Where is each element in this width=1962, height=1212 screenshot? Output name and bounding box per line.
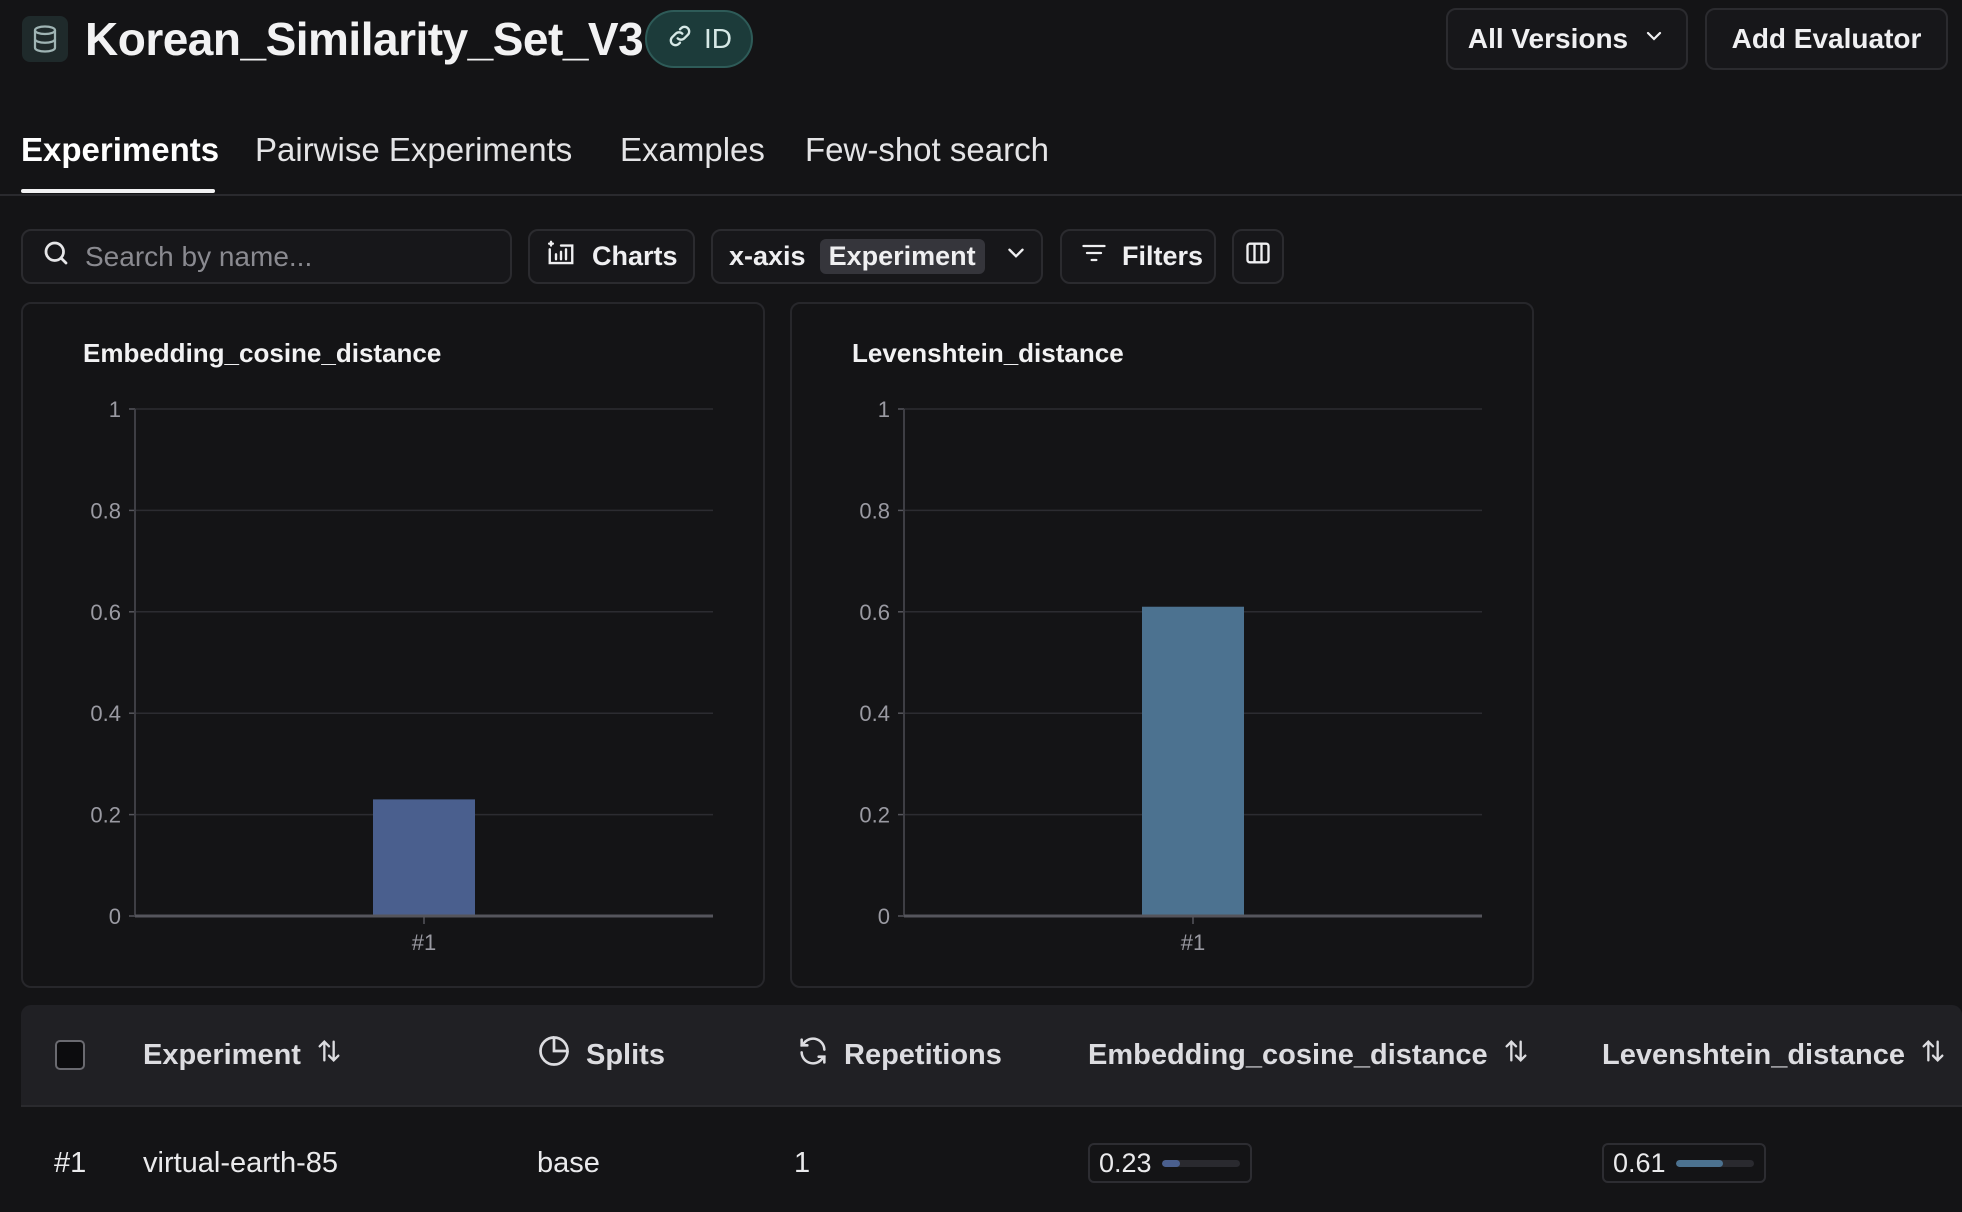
metric-bar-fill <box>1675 1159 1724 1167</box>
x-tick-label: #1 <box>1181 930 1205 955</box>
column-header-splits: Splits <box>536 1005 665 1105</box>
chart-title: Levenshtein_distance <box>852 338 1124 368</box>
bar <box>373 799 475 916</box>
chart-title: Embedding_cosine_distance <box>83 338 442 368</box>
column-label: Embedding_cosine_distance <box>1088 1038 1488 1071</box>
database-icon <box>22 16 68 62</box>
y-tick-label: 1 <box>878 397 890 422</box>
chevron-down-icon <box>1003 240 1029 273</box>
active-tab-indicator <box>21 189 215 193</box>
y-tick-label: 0.8 <box>859 498 890 523</box>
chart-embedding: 0 0.2 0.4 0.6 0.8 1 #1 <box>90 397 713 955</box>
versions-dropdown[interactable]: All Versions <box>1446 8 1688 70</box>
y-tick-label: 0.4 <box>90 701 121 726</box>
sort-icon[interactable] <box>1919 1037 1947 1073</box>
columns-button[interactable] <box>1232 229 1284 284</box>
x-axis-value: Experiment <box>819 239 985 274</box>
y-tick-label: 0.6 <box>859 600 890 625</box>
table-row[interactable]: #1 virtual-earth-85 base 1 0.23 0.61 <box>21 1105 1962 1212</box>
chart-card-embedding: Embedding_cosine_distance 0 0.2 0.4 0.6 0.8 1… <box>21 302 765 988</box>
filters-button[interactable]: Filters <box>1060 229 1216 284</box>
page-title: Korean_Similarity_Set_V3 <box>85 13 644 65</box>
page-header: Korean_Similarity_Set_V3 ID All Versions… <box>0 0 1962 80</box>
search-icon <box>41 238 71 275</box>
y-tick-label: 0.2 <box>90 803 121 828</box>
id-badge-label: ID <box>704 23 732 54</box>
y-tick-label: 0 <box>109 904 121 929</box>
column-header-embedding[interactable]: Embedding_cosine_distance <box>1088 1005 1530 1105</box>
column-header-repetitions: Repetitions <box>796 1005 1002 1105</box>
filter-icon <box>1080 239 1108 274</box>
add-evaluator-button[interactable]: Add Evaluator <box>1705 8 1948 70</box>
column-header-levenshtein[interactable]: Levenshtein_distance <box>1602 1005 1947 1105</box>
embedding-metric-cell[interactable]: 0.23 <box>1088 1107 1252 1212</box>
row-index: #1 <box>54 1146 87 1179</box>
metric-bar-fill <box>1161 1159 1180 1167</box>
charts-label: Charts <box>592 241 678 271</box>
tab-pairwise-experiments[interactable]: Pairwise Experiments <box>255 131 573 168</box>
toolbar: Charts x-axis Experiment Filters <box>0 229 1962 285</box>
add-evaluator-label: Add Evaluator <box>1731 23 1922 54</box>
columns-icon <box>1244 239 1272 274</box>
x-axis-label: x-axis <box>729 241 806 271</box>
copy-id-button[interactable]: ID <box>645 10 753 68</box>
column-label: Splits <box>586 1038 665 1071</box>
versions-label: All Versions <box>1467 23 1629 54</box>
metric-bar <box>1675 1159 1754 1167</box>
tab-few-shot-search[interactable]: Few-shot search <box>805 131 1049 168</box>
splits-value: base <box>537 1146 600 1179</box>
tab-examples[interactable]: Examples <box>620 131 765 168</box>
metric-pill: 0.23 <box>1088 1143 1252 1183</box>
tab-bar: Experiments Pairwise Experiments Example… <box>0 120 1962 196</box>
sort-icon[interactable] <box>315 1037 343 1073</box>
y-tick-label: 0.8 <box>90 498 121 523</box>
metric-pill: 0.61 <box>1602 1143 1766 1183</box>
experiments-table: Experiment Splits Repetitions Embedding_… <box>21 1005 1962 1212</box>
x-tick-label: #1 <box>412 930 436 955</box>
charts-button[interactable]: Charts <box>528 229 695 284</box>
y-tick-label: 0.4 <box>859 701 890 726</box>
column-label: Experiment <box>143 1038 301 1071</box>
column-label: Levenshtein_distance <box>1602 1038 1905 1071</box>
filters-label: Filters <box>1122 241 1204 271</box>
chart-card-levenshtein: Levenshtein_distance 0 0.2 0.4 0.6 0.8 1 #1 <box>790 302 1534 988</box>
search-box <box>21 229 512 284</box>
metric-bar <box>1161 1159 1240 1167</box>
column-label: Repetitions <box>844 1038 1002 1071</box>
tab-experiments[interactable]: Experiments <box>21 131 220 168</box>
chart-levenshtein: 0 0.2 0.4 0.6 0.8 1 #1 <box>859 397 1482 955</box>
x-axis-dropdown[interactable]: x-axis Experiment <box>711 229 1043 284</box>
table-header: Experiment Splits Repetitions Embedding_… <box>21 1005 1962 1105</box>
y-tick-label: 0.6 <box>90 600 121 625</box>
y-tick-label: 0.2 <box>859 803 890 828</box>
sort-icon[interactable] <box>1502 1037 1530 1073</box>
select-all-cell <box>55 1005 85 1105</box>
repetitions-value: 1 <box>794 1146 811 1179</box>
bar <box>1142 606 1244 916</box>
y-tick-label: 0 <box>878 904 890 929</box>
column-header-experiment[interactable]: Experiment <box>143 1005 343 1105</box>
chevron-down-icon <box>1642 23 1666 55</box>
y-tick-label: 1 <box>109 397 121 422</box>
search-input[interactable] <box>85 240 485 273</box>
levenshtein-metric-cell[interactable]: 0.61 <box>1602 1107 1766 1212</box>
pie-chart-icon <box>536 1033 572 1077</box>
refresh-icon <box>796 1034 830 1076</box>
select-all-checkbox[interactable] <box>55 1040 85 1070</box>
metric-value: 0.23 <box>1099 1147 1152 1178</box>
metric-value: 0.61 <box>1613 1147 1666 1178</box>
chart-icon <box>546 238 576 275</box>
experiment-name[interactable]: virtual-earth-85 <box>143 1146 339 1179</box>
link-icon <box>666 22 694 57</box>
